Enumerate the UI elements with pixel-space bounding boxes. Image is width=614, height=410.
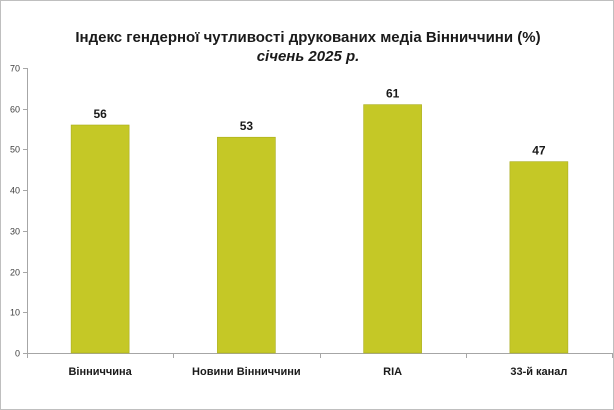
data-label: 56 (93, 107, 107, 121)
y-tick-label: 30 (10, 227, 20, 237)
x-category-label: Вінниччина (68, 366, 132, 378)
bar (363, 104, 422, 354)
data-label: 47 (532, 144, 546, 158)
y-tick-label: 0 (15, 349, 20, 359)
data-label: 53 (240, 119, 254, 133)
y-tick-label: 10 (10, 308, 20, 318)
chart-subtitle: січень 2025 р. (256, 48, 360, 65)
chart-title: Індекс гендерної чутливості друкованих м… (75, 29, 541, 46)
x-category-label: RIA (383, 366, 402, 378)
x-category-label: 33-й канал (510, 366, 567, 378)
plot-area: 0 10 20 30 40 50 60 70 56 Вінниччина 53 Новини Вінн… (10, 64, 613, 378)
y-tick-label: 40 (10, 186, 20, 196)
y-tick-label: 60 (10, 105, 20, 115)
x-category-label: Новини Вінниччини (192, 366, 301, 378)
bar (509, 161, 569, 354)
y-tick-label: 70 (10, 64, 20, 74)
data-label: 61 (386, 87, 400, 101)
bar (70, 124, 130, 354)
bar (217, 136, 276, 354)
y-tick-label: 20 (10, 268, 20, 278)
y-tick-label: 50 (10, 145, 20, 155)
